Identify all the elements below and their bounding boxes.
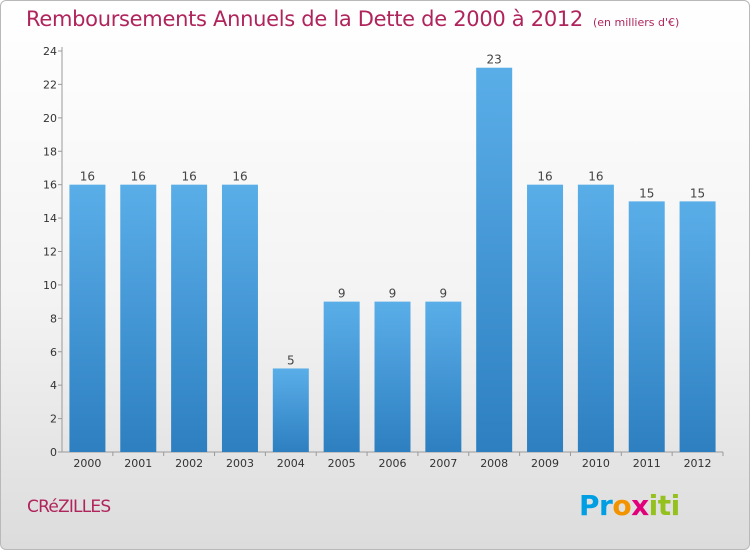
x-tick-label: 2011: [633, 457, 661, 470]
y-tick-label: 6: [50, 346, 57, 359]
data-label: 5: [287, 353, 295, 367]
bar: [577, 184, 614, 452]
bar: [425, 301, 462, 452]
bar: [171, 184, 208, 452]
x-tick-label: 2012: [684, 457, 712, 470]
x-tick-label: 2002: [175, 457, 203, 470]
bar: [628, 201, 665, 452]
x-tick-label: 2001: [124, 457, 152, 470]
x-tick-label: 2009: [531, 457, 559, 470]
y-tick-label: 10: [43, 279, 57, 292]
chart-title-text: Remboursements Annuels de la Dette de 20…: [26, 7, 583, 31]
y-tick-label: 20: [43, 112, 57, 125]
bar: [374, 301, 411, 452]
logo-part-2: o: [612, 489, 632, 522]
bars: [69, 67, 716, 452]
data-label: 16: [537, 170, 552, 184]
chart-subtitle: (en milliers d'€): [593, 16, 680, 29]
data-label: 16: [232, 170, 247, 184]
y-tick-label: 2: [50, 413, 57, 426]
bar: [527, 184, 564, 452]
data-labels: 16 16 16 16 5 9 9 9 23 16 16 15 15: [80, 53, 705, 368]
data-label: 9: [338, 287, 346, 301]
y-tick-label: 22: [43, 78, 57, 91]
x-tick-label: 2005: [328, 457, 356, 470]
y-tick-label: 16: [43, 179, 57, 192]
bar: [120, 184, 157, 452]
town-name: CRéZILLES: [27, 497, 111, 517]
x-tick-label: 2008: [480, 457, 508, 470]
data-label: 16: [131, 170, 146, 184]
data-label: 15: [639, 186, 654, 200]
y-tick-label: 8: [50, 312, 57, 325]
logo-part-3: x: [631, 489, 649, 522]
y-tick-label: 4: [50, 379, 57, 392]
bar: [69, 184, 106, 452]
bar: [476, 67, 513, 452]
logo-part-4: iti: [648, 489, 681, 522]
bar: [272, 368, 309, 452]
x-tick-label: 2010: [582, 457, 610, 470]
bar: [323, 301, 360, 452]
data-label: 9: [440, 287, 448, 301]
x-tick-label: 2004: [277, 457, 305, 470]
y-tick-label: 24: [43, 45, 57, 58]
bar: [221, 184, 258, 452]
data-label: 16: [80, 170, 95, 184]
y-tick-label: 14: [43, 212, 57, 225]
chart-title: Remboursements Annuels de la Dette de 20…: [26, 7, 679, 31]
logo-part-1: Pr: [579, 489, 613, 522]
proxiti-logo: Proxiti: [579, 489, 680, 522]
data-label: 16: [588, 170, 603, 184]
data-label: 15: [690, 186, 705, 200]
x-tick-label: 2006: [379, 457, 407, 470]
data-label: 23: [487, 53, 502, 67]
data-label: 16: [181, 170, 196, 184]
x-tick-label: 2003: [226, 457, 254, 470]
y-tick-label: 18: [43, 145, 57, 158]
y-tick-label: 0: [50, 446, 57, 459]
y-tick-label: 12: [43, 246, 57, 259]
x-tick-label: 2007: [429, 457, 457, 470]
bar: [679, 201, 716, 452]
data-label: 9: [389, 287, 397, 301]
x-tick-label: 2000: [73, 457, 101, 470]
